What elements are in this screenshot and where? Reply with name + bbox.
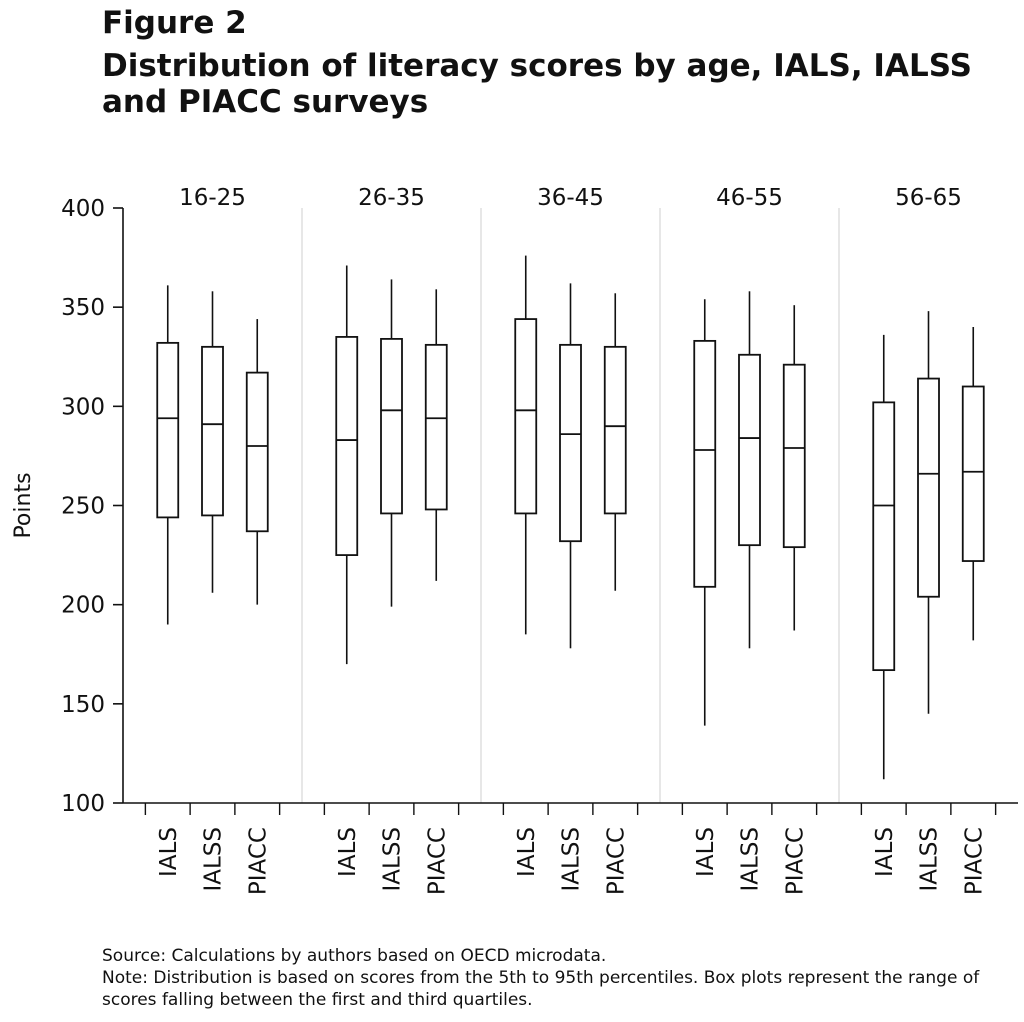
- x-category-label: IALSS: [380, 827, 406, 892]
- y-tick-label: 300: [61, 394, 105, 420]
- x-category-label: PIACC: [245, 827, 271, 895]
- box-iqr: [738, 353, 761, 547]
- x-category-label: PIACC: [424, 827, 450, 895]
- x-category-label: PIACC: [782, 827, 808, 895]
- group-label: 36-45: [537, 185, 604, 211]
- box-iqr: [156, 341, 180, 519]
- y-tick-label: 200: [61, 593, 105, 619]
- y-tick-label: 150: [61, 692, 105, 718]
- box-iqr: [917, 377, 940, 598]
- box-iqr: [380, 337, 403, 515]
- figure-title: Distribution of literacy scores by age, …: [102, 48, 972, 120]
- y-axis-label: Points: [11, 472, 36, 538]
- box-iqr: [693, 339, 717, 588]
- box-iqr: [872, 401, 896, 672]
- y-tick-label: 350: [61, 295, 105, 321]
- box-iqr: [603, 345, 627, 515]
- figure-notes: Source: Calculations by authors based on…: [102, 945, 1002, 1011]
- x-category-label: PIACC: [961, 827, 987, 895]
- box-iqr: [961, 385, 985, 562]
- y-tick-label: 250: [61, 494, 105, 520]
- box-iqr: [782, 363, 806, 549]
- group-label: 26-35: [358, 185, 425, 211]
- group-label: 56-65: [895, 185, 962, 211]
- y-tick-label: 400: [61, 196, 105, 222]
- source-note: Source: Calculations by authors based on…: [102, 946, 607, 966]
- x-category-label: IALS: [514, 827, 540, 877]
- x-category-label: IALS: [335, 827, 361, 877]
- y-tick-label: 100: [61, 791, 105, 817]
- x-category-label: IALSS: [738, 827, 764, 892]
- boxplot-chart: 100 150 200 250 300 350 400 Points 16-25 IALS IALS…: [11, 185, 1018, 895]
- box-iqr: [335, 336, 359, 556]
- x-category-label: IALS: [872, 827, 898, 877]
- methodology-note: Note: Distribution is based on scores fr…: [102, 968, 980, 1010]
- box-iqr: [559, 343, 582, 543]
- box-iqr: [514, 318, 538, 515]
- box-iqr: [245, 371, 269, 533]
- x-category-label: IALSS: [201, 827, 227, 892]
- x-category-label: PIACC: [603, 827, 629, 895]
- x-category-label: IALSS: [559, 827, 585, 892]
- box-iqr: [201, 345, 224, 517]
- x-category-label: IALS: [156, 827, 182, 877]
- group-label: 46-55: [716, 185, 783, 211]
- box-iqr: [424, 343, 448, 511]
- x-category-label: IALSS: [917, 827, 943, 892]
- figure-label: Figure 2: [102, 5, 247, 41]
- x-category-label: IALS: [693, 827, 719, 877]
- group-label: 16-25: [179, 185, 246, 211]
